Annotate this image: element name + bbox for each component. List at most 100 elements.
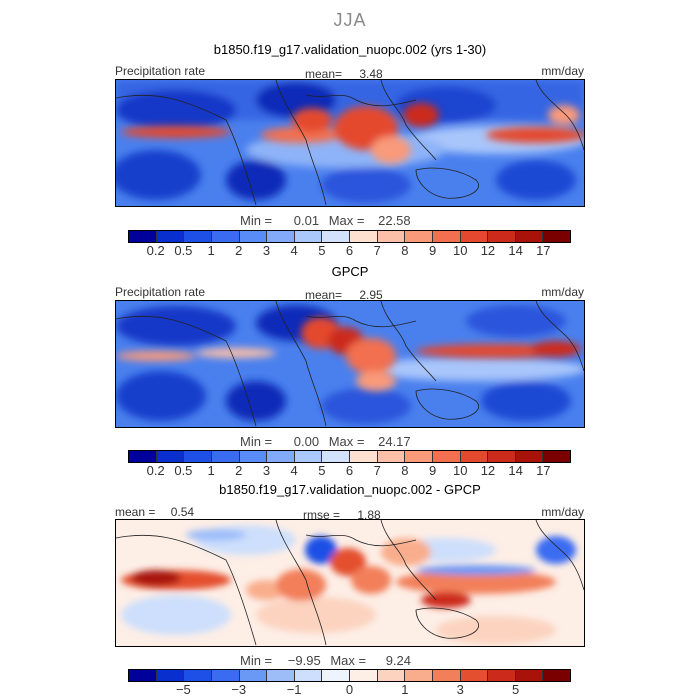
panel2-colorbar-swatch [211,451,240,462]
panel3-rmse-value: 1.88 [357,508,381,522]
panel3-colorbar-swatch [350,670,378,681]
panel3-mean-label: mean = 0.54 [115,505,194,519]
panel1-colorbar-swatch [239,231,268,242]
panel1-min-label: Min = [240,213,273,228]
panel1-max-label: Max = [328,213,365,228]
panel3-tick-label: −5 [175,682,191,697]
panel1-tick-label: 14 [508,243,523,258]
panel2-tick-label: 8 [401,463,409,478]
panel2-colorbar-swatch [156,451,185,462]
panel2-colorbar-swatch [432,451,461,462]
panel2-tick-label: 1 [207,463,215,478]
panel3-field [116,520,584,646]
panel1-tick-label: 2 [235,243,243,258]
panel1-colorbar-swatch [322,231,350,242]
panel3-colorbar-swatch [294,670,323,681]
panel2-colorbar-swatch [377,451,406,462]
panel2-tick-label: 0.5 [174,463,193,478]
panel2-tick-label: 2 [235,463,243,478]
panel1-colorbar-swatch [460,231,489,242]
panel3-colorbar-swatch [156,670,185,681]
panel1-colorbar-swatch [405,231,433,242]
panel2-tick-label: 3 [262,463,271,478]
panel1-tick-label: 5 [318,243,326,258]
panel1-tick-label: 0.2 [146,243,165,258]
panel2-variable-label: Precipitation rate [115,285,206,299]
panel3-tick-label: 5 [512,682,520,697]
panel1-colorbar-swatch [377,231,406,242]
panel2-tick-label: 0.2 [146,463,165,478]
panel1-mean-value: 3.48 [359,67,383,81]
panel3-colorbar-swatch [377,670,406,681]
panel2-colorbar-swatch [184,451,212,462]
panel2-colorbar-swatch [239,451,268,462]
panel2-min-label: Min = [240,434,273,449]
panel3-units: mm/day [541,505,584,519]
panel3-colorbar-swatch [322,670,350,681]
panel3-tick-label: 1 [401,682,409,697]
panel1-tick-label: 9 [428,243,437,258]
panel1-colorbar-swatch [267,231,295,242]
panel1-colorbar-swatch [211,231,240,242]
panel3-tick-label: −3 [231,682,247,697]
panel2-tick-label: 17 [536,463,551,478]
panel2-title: GPCP [331,264,369,279]
panel2-minmax: Min = 0.00 Max = 24.17 [240,434,411,449]
panel2-colorbar-swatch [460,451,489,462]
panel3-max-label: Max = [330,653,367,668]
panel3-colorbar-swatch [405,670,433,681]
panel3-colorbar-swatch [267,670,295,681]
panel3-tick-label: 0 [345,682,354,697]
panel3-tick-label: −1 [286,682,302,697]
panel3-min-value: −9.95 [287,653,321,668]
panel2-units: mm/day [541,285,584,299]
panel3-mean-text: mean = [115,505,156,519]
panel1-tick-label: 4 [290,243,298,258]
panel3-title: b1850.f19_g17.validation_nuopc.002 - GPC… [219,482,481,497]
panel3-max-value: 9.24 [385,653,412,668]
panel3-colorbar-swatch [515,670,544,681]
panel3-colorbar-swatch [239,670,268,681]
panel2-tick-label: 4 [290,463,298,478]
panel1-colorbar-swatch [515,231,544,242]
panel3-mean-value: 0.54 [170,505,195,519]
panel1-colorbar-swatch [156,231,185,242]
panel1-variable-label: Precipitation rate [115,64,206,78]
panel1-tick-label: 17 [536,243,551,258]
panel1-tick-label: 12 [480,243,496,258]
panel3-map [115,519,585,647]
panel1-mean-text: mean= [305,67,343,81]
panel1-colorbar [128,230,571,243]
panel2-tick-label: 7 [373,463,381,478]
panel2-colorbar [128,450,571,463]
panel2-mean-text: mean= [305,288,343,302]
panel3-min-label: Min = [240,653,273,668]
panel2-tick-label: 6 [345,463,354,478]
panel2-min-value: 0.00 [293,434,320,449]
panel2-colorbar-swatch [488,451,516,462]
panel2-map [115,300,585,428]
panel3-colorbar-swatch [184,670,212,681]
panel2-tick-label: 14 [508,463,523,478]
panel1-tick-label: 8 [401,243,409,258]
season-title: JJA [333,10,367,30]
panel3-colorbar-swatch [543,670,570,681]
panel2-colorbar-swatch [129,451,157,462]
panel2-colorbar-swatch [294,451,323,462]
panel2-colorbar-swatch [322,451,350,462]
panel1-field [116,80,584,206]
panel1-tick-label: 0.5 [174,243,193,258]
panel3-colorbar-swatch [211,670,240,681]
panel1-map [115,79,585,207]
panel3-tick-label: 3 [456,682,464,697]
panel1-colorbar-swatch [488,231,516,242]
panel2-mean-label: mean= 2.95 [305,288,383,302]
panel2-max-value: 24.17 [378,434,411,449]
panel3-colorbar [128,669,571,682]
panel2-tick-label: 10 [453,463,468,478]
panel2-colorbar-swatch [267,451,295,462]
panel1-mean-label: mean= 3.48 [305,67,383,81]
panel1-colorbar-swatch [129,231,157,242]
panel2-mean-value: 2.95 [359,288,383,302]
panel1-tick-label: 7 [373,243,381,258]
